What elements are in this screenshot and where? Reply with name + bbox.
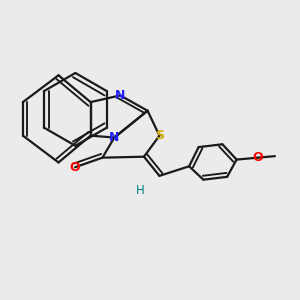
- Text: O: O: [70, 161, 80, 174]
- Text: N: N: [115, 89, 125, 102]
- Text: H: H: [136, 184, 145, 197]
- Text: S: S: [155, 129, 164, 142]
- Text: N: N: [109, 131, 119, 144]
- Text: O: O: [253, 151, 263, 164]
